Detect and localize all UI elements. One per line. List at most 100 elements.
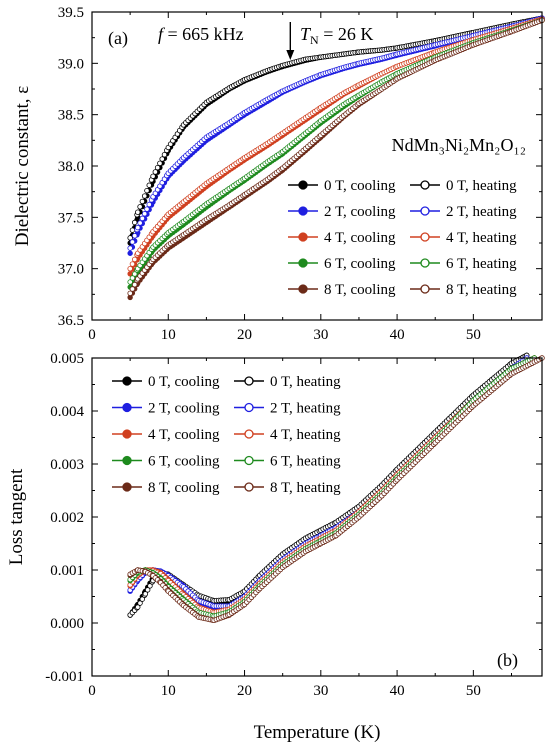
data-point [161, 152, 168, 158]
data-point [146, 201, 152, 208]
legend-marker [420, 284, 430, 294]
panel-b-legend: 0 T, cooling 0 T, heating 2 T, cooling 2 T,… [112, 374, 341, 496]
data-point [132, 219, 138, 226]
legend-item: 4 T, cooling [288, 230, 396, 246]
y-tick-label: 0.005 [50, 351, 84, 367]
legend-marker [244, 482, 254, 492]
data-point [132, 281, 138, 288]
data-point [142, 591, 149, 597]
y-tick-label: 0.003 [50, 457, 84, 473]
y-tick-label: 0.000 [50, 616, 84, 632]
x-tick-label: 30 [313, 327, 328, 343]
legend-marker [298, 284, 308, 294]
data-point [129, 275, 136, 281]
legend-marker [420, 258, 430, 268]
data-point [127, 235, 133, 241]
legend-label: 2 T, cooling [324, 204, 396, 220]
panel-a-y-axis-title: Dielectric constant, ε [12, 86, 33, 246]
legend-label: 6 T, cooling [324, 256, 396, 272]
legend-item: 2 T, cooling [288, 204, 396, 220]
legend-marker [298, 206, 308, 216]
series-8-t-heating [127, 17, 545, 297]
legend-label: 4 T, heating [270, 427, 341, 443]
legend-marker [122, 402, 132, 413]
data-point [159, 156, 165, 162]
legend-label: 6 T, heating [446, 256, 517, 272]
x-tick-label: 20 [237, 683, 252, 699]
data-point [132, 271, 138, 277]
panel-a-label: (a) [108, 28, 128, 49]
x-tick-label: 0 [88, 683, 96, 699]
panel-a-legend: 0 T, cooling 0 T, heating 2 T, cooling 2 T,… [288, 178, 517, 298]
legend-label: 0 T, heating [446, 178, 517, 194]
x-axis-title: Temperature (K) [254, 722, 381, 743]
legend-item: 0 T, heating [234, 374, 341, 390]
data-point [146, 182, 152, 188]
data-point [132, 256, 138, 263]
legend-marker [420, 232, 430, 242]
y-tick-label: 0.002 [50, 510, 84, 526]
legend-item: 4 T, cooling [112, 427, 220, 443]
data-point [129, 261, 136, 267]
x-tick-label: 20 [237, 327, 252, 343]
legend-marker [298, 258, 308, 268]
x-tick-label: 50 [466, 327, 481, 343]
data-point [139, 215, 146, 222]
data-point [135, 209, 141, 215]
legend-label: 2 T, heating [446, 204, 517, 220]
panel-b-label: (b) [497, 650, 518, 671]
data-point [152, 169, 159, 175]
legend-marker [244, 455, 254, 466]
data-point [129, 286, 136, 292]
legend-label: 4 T, heating [446, 230, 517, 246]
legend-label: 8 T, cooling [324, 282, 396, 298]
y-tick-label: 37.0 [58, 262, 84, 278]
data-point [154, 164, 161, 171]
legend-item: 8 T, heating [410, 282, 517, 298]
legend-item: 0 T, cooling [112, 374, 220, 390]
legend-marker [122, 429, 132, 439]
legend-item: 8 T, heating [234, 480, 341, 496]
legend-marker [244, 376, 254, 386]
frequency-annotation: f = 665 kHz [158, 24, 244, 44]
x-tick-label: 10 [161, 327, 176, 343]
data-point [137, 600, 143, 606]
data-point [127, 250, 133, 256]
data-point [135, 224, 141, 231]
legend-item: 2 T, heating [410, 204, 517, 220]
y-tick-label: -0.001 [45, 669, 84, 685]
legend-item: 6 T, heating [234, 454, 341, 470]
y-tick-label: 36.5 [58, 313, 84, 329]
legend-marker [420, 206, 430, 216]
y-tick-label: 38.0 [58, 159, 84, 175]
data-point [137, 220, 143, 226]
legend-label: 6 T, cooling [148, 454, 220, 470]
legend-item: 6 T, heating [410, 256, 517, 272]
data-point [147, 583, 153, 589]
data-point [139, 596, 146, 602]
legend-item: 4 T, heating [234, 427, 341, 443]
legend-item: 4 T, heating [410, 230, 517, 246]
compound-formula: NdMn₃Ni₂Mn₂O₁₂ [392, 135, 526, 155]
data-point [127, 245, 133, 251]
legend-label: 0 T, cooling [324, 178, 396, 194]
panel-a: 0 10 20 30 40 5036.537.037.538.038.539.039.5 … [12, 5, 545, 343]
data-point [144, 206, 150, 212]
legend-item: 6 T, cooling [288, 256, 396, 272]
legend-label: 8 T, cooling [148, 480, 220, 496]
legend-marker [244, 402, 254, 413]
legend-marker [122, 455, 132, 466]
legend-label: 2 T, cooling [148, 401, 220, 417]
x-tick-label: 10 [161, 683, 176, 699]
legend-item: 2 T, cooling [112, 401, 220, 417]
data-point [132, 233, 138, 239]
data-point [139, 198, 146, 205]
data-point [141, 211, 148, 217]
y-tick-label: 39.5 [58, 5, 84, 21]
data-point [129, 227, 136, 233]
y-tick-label: 37.5 [58, 210, 84, 226]
data-point [129, 239, 136, 245]
y-tick-label: 39.0 [58, 56, 84, 72]
neel-temperature-arrowhead [286, 50, 295, 60]
